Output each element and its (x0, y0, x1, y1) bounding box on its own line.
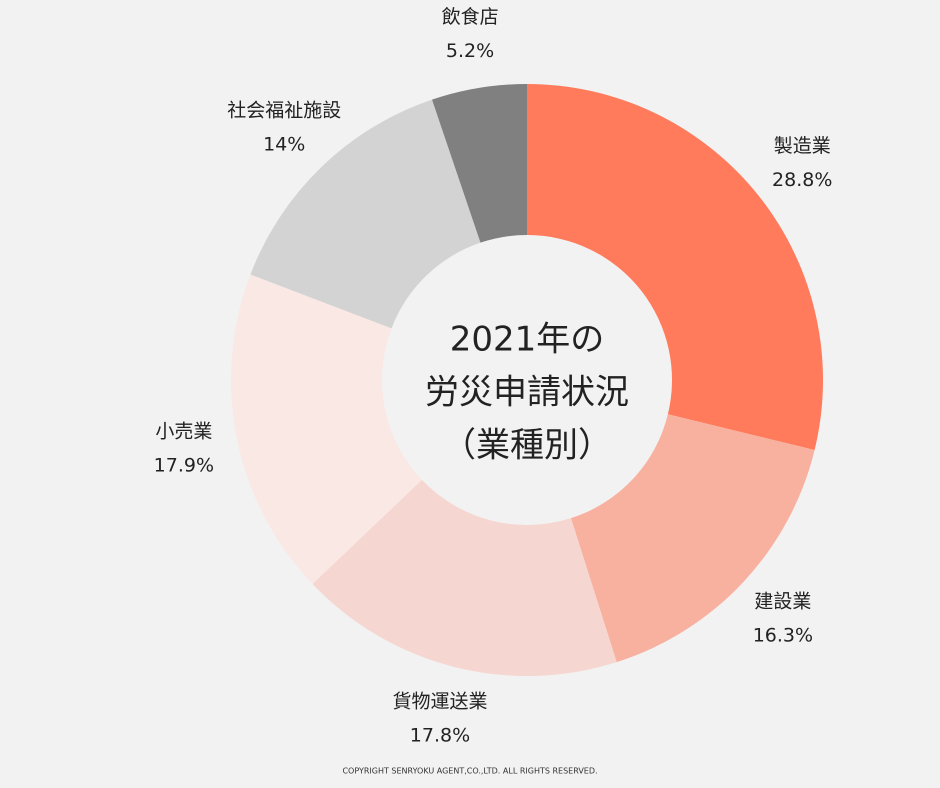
slice-label: 建設業 (754, 590, 811, 612)
title-line: （業種別） (442, 426, 612, 466)
slice-label: 飲食店 (442, 6, 499, 28)
title-line: 2021年の (450, 320, 605, 360)
slices (231, 84, 823, 676)
footer: COPYRIGHT SENRYOKU AGENT,CO.,LTD. ALL RI… (342, 767, 597, 776)
slice (312, 479, 617, 676)
value-label: 14% (263, 133, 305, 155)
slice (570, 414, 815, 663)
slice (527, 84, 823, 451)
title-line: 労災申請状況 (425, 373, 629, 413)
value-label: 5.2% (446, 40, 494, 62)
slice-label: 小売業 (155, 420, 212, 442)
slice (250, 99, 481, 329)
value-label: 16.3% (753, 624, 813, 646)
slice (432, 84, 527, 243)
slice-label: 製造業 (774, 135, 831, 157)
slice-label: 社会福祉施設 (227, 99, 341, 121)
slice (231, 274, 422, 584)
slice-label: 貨物運送業 (392, 691, 487, 713)
value-label: 17.9% (154, 454, 214, 476)
value-label: 28.8% (772, 169, 832, 191)
value-label: 17.8% (410, 725, 470, 747)
